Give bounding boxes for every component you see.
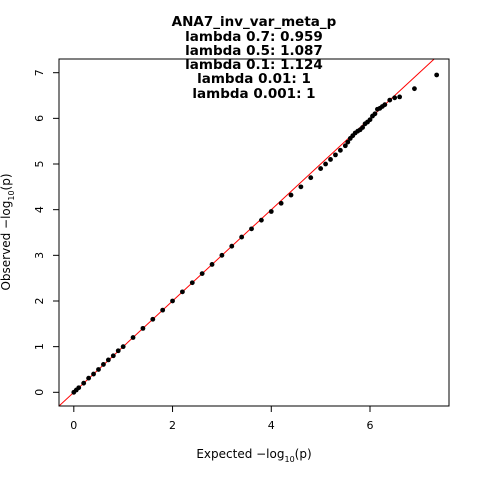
data-point bbox=[345, 139, 351, 145]
data-point bbox=[115, 348, 121, 354]
x-axis-label-suffix: (p) bbox=[295, 447, 312, 461]
data-point bbox=[318, 166, 324, 171]
lambda-line-3: lambda 0.1: 1.124 bbox=[185, 57, 323, 73]
data-point bbox=[323, 161, 328, 167]
data-point bbox=[229, 243, 235, 249]
data-point bbox=[259, 217, 264, 223]
x-tick-label: 6 bbox=[367, 419, 374, 432]
data-point bbox=[412, 86, 417, 92]
y-tick-label: 3 bbox=[33, 252, 46, 259]
data-point bbox=[288, 192, 294, 198]
data-point bbox=[328, 157, 333, 162]
data-point bbox=[342, 143, 348, 149]
y-tick-label: 5 bbox=[33, 161, 46, 168]
title-block: ANA7_inv_var_meta_p lambda 0.7: 0.959 la… bbox=[172, 14, 337, 102]
y-tick-label: 6 bbox=[33, 115, 46, 122]
data-point bbox=[278, 200, 284, 206]
data-point bbox=[387, 97, 393, 103]
plot-frame bbox=[58, 58, 450, 407]
y-axis-label-sub: 10 bbox=[7, 190, 16, 200]
data-point bbox=[372, 111, 378, 117]
y-tick-label: 7 bbox=[33, 69, 46, 76]
data-point bbox=[160, 307, 166, 313]
data-point bbox=[249, 226, 254, 232]
data-point bbox=[360, 125, 366, 130]
y-axis: 0 1 2 3 4 5 6 7 bbox=[33, 69, 59, 396]
data-point bbox=[367, 117, 373, 123]
data-point bbox=[268, 209, 274, 214]
data-point bbox=[308, 175, 314, 181]
data-point bbox=[219, 252, 225, 258]
data-point bbox=[105, 357, 111, 363]
y-tick-label: 1 bbox=[33, 343, 46, 350]
y-axis-label-suffix: (p) bbox=[0, 173, 13, 190]
x-tick-label: 2 bbox=[169, 419, 176, 432]
data-point bbox=[392, 95, 398, 101]
data-point bbox=[76, 385, 82, 391]
x-axis: 0 2 4 6 bbox=[70, 406, 374, 432]
x-tick-label: 4 bbox=[268, 419, 275, 432]
data-point bbox=[96, 367, 101, 372]
lambda-line-5: lambda 0.001: 1 bbox=[192, 86, 315, 102]
data-point bbox=[140, 325, 146, 331]
data-point bbox=[239, 234, 245, 240]
lambda-line-4: lambda 0.01: 1 bbox=[197, 71, 311, 87]
data-point bbox=[120, 344, 126, 350]
data-point bbox=[180, 289, 185, 295]
data-point bbox=[434, 72, 440, 78]
data-point bbox=[397, 94, 403, 100]
y-axis-label: Observed −log10(p) bbox=[0, 173, 16, 290]
data-point bbox=[130, 335, 136, 340]
data-point bbox=[298, 184, 304, 190]
data-point bbox=[382, 102, 388, 108]
data-point bbox=[81, 380, 87, 386]
x-axis-label: Expected −log10(p) bbox=[196, 447, 311, 464]
y-tick-label: 2 bbox=[33, 297, 46, 304]
lambda-line-1: lambda 0.7: 0.959 bbox=[185, 29, 323, 45]
data-points bbox=[71, 72, 440, 395]
y-tick-label: 4 bbox=[33, 206, 46, 213]
x-axis-label-sub: 10 bbox=[284, 455, 294, 464]
y-tick-label: 0 bbox=[33, 389, 46, 396]
data-point bbox=[209, 262, 215, 267]
lambda-line-2: lambda 0.5: 1.087 bbox=[185, 43, 323, 59]
data-point bbox=[150, 316, 156, 322]
x-tick-label: 0 bbox=[70, 419, 77, 432]
data-point bbox=[333, 152, 338, 158]
data-point bbox=[170, 298, 175, 304]
x-axis-label-prefix: Expected −log bbox=[196, 447, 284, 461]
data-point bbox=[189, 280, 195, 286]
plot-title: ANA7_inv_var_meta_p bbox=[172, 14, 337, 30]
data-point bbox=[337, 147, 343, 153]
data-point bbox=[91, 371, 96, 377]
data-point bbox=[199, 271, 205, 276]
data-point bbox=[101, 362, 106, 367]
data-point bbox=[110, 353, 116, 359]
data-point bbox=[86, 375, 92, 381]
y-axis-label-prefix: Observed −log bbox=[0, 201, 13, 291]
